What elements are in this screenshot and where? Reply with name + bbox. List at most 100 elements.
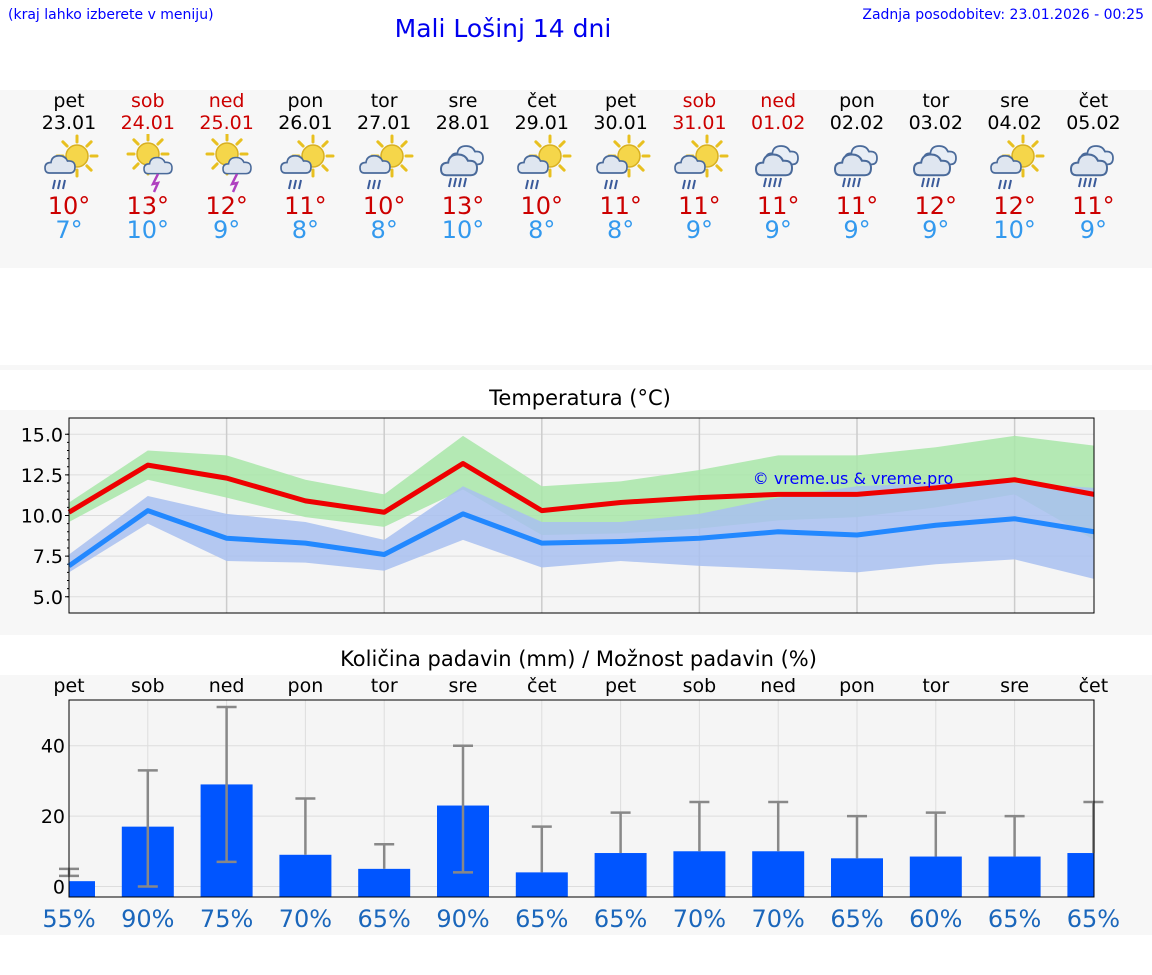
- min-temp-point: [777, 531, 779, 533]
- min-temp-line: [67, 508, 1095, 568]
- precip-probability: 60%: [909, 905, 962, 933]
- day-date: 26.01: [278, 112, 333, 134]
- precip-bar: [831, 858, 883, 897]
- max-temp-point: [541, 510, 543, 512]
- x-category-label: ned: [760, 675, 796, 697]
- y-tick-label: 5.0: [33, 587, 63, 609]
- temp-max: 11°: [756, 192, 800, 220]
- day-date: 05.02: [1066, 112, 1121, 134]
- day-column: sob 24.01 13° 10°: [108, 90, 188, 244]
- y-tick-label: 12.5: [21, 465, 63, 487]
- min-temp-point: [304, 542, 306, 544]
- precipitation-chart-title: Količina padavin (mm) / Možnost padavin …: [340, 647, 817, 671]
- precip-probability: 90%: [121, 905, 174, 933]
- min-temp-point: [620, 541, 622, 542]
- min-temp-point: [383, 554, 385, 555]
- day-date: 03.02: [908, 112, 963, 134]
- precip-bar: [279, 854, 332, 897]
- precip-bar: [909, 856, 962, 897]
- temp-min: 9°: [685, 216, 714, 244]
- day-column: sre 28.01 13° 10°: [423, 90, 503, 244]
- sun-thunderstorm-icon: [126, 132, 173, 193]
- day-column: ned 25.01 12° 9°: [187, 90, 267, 244]
- temp-min: 9°: [922, 216, 950, 244]
- sun-cloud-rain-icon: [989, 134, 1045, 190]
- max-temp-point: [620, 502, 622, 503]
- max-temp-point: [935, 487, 937, 489]
- temp-max: 12°: [914, 192, 958, 220]
- precip-probability: 65%: [988, 905, 1041, 933]
- precip-probability: 65%: [594, 905, 647, 933]
- temp-min: 9°: [843, 216, 871, 244]
- precip-probability: 65%: [515, 905, 568, 933]
- min-temp-point: [1014, 518, 1016, 520]
- precip-probability: 65%: [1067, 905, 1120, 933]
- sun-cloud-rain-icon: [516, 134, 572, 190]
- day-column: pet 23.01 10° 7°: [29, 90, 109, 244]
- precip-bar: [752, 851, 805, 897]
- precip-bar: [69, 881, 95, 897]
- location-hint: (kraj lahko izberete v meniju): [8, 7, 214, 23]
- min-temp-point: [856, 534, 858, 536]
- plot-frame: [68, 417, 1095, 614]
- x-category-label: čet: [1079, 675, 1109, 697]
- day-name: čet: [1078, 90, 1109, 112]
- day-name: ned: [208, 90, 245, 112]
- temp-min: 9°: [1079, 216, 1108, 244]
- plot-frame: [68, 699, 1095, 898]
- sun-cloud-rain-icon: [280, 134, 335, 190]
- precip-bar: [515, 872, 568, 897]
- sun-thunderstorm-icon: [205, 132, 252, 193]
- temp-max: 10°: [47, 192, 91, 220]
- temp-min: 8°: [370, 216, 398, 244]
- watermark: © vreme.us & vreme.pro: [753, 469, 954, 488]
- day-date: 29.01: [514, 112, 569, 134]
- temp-min: 8°: [528, 216, 556, 244]
- temp-min: 8°: [606, 216, 635, 244]
- day-name: čet: [527, 90, 557, 112]
- temperature-chart-title: Temperatura (°C): [489, 386, 671, 410]
- x-category-label: pon: [839, 675, 875, 697]
- day-name: sob: [682, 90, 717, 112]
- x-category-label: sre: [449, 675, 478, 697]
- cloud-rain-icon: [1070, 145, 1115, 188]
- day-date: 02.02: [829, 112, 885, 134]
- x-category-label: sob: [683, 675, 717, 697]
- min-temp-point: [541, 542, 543, 544]
- y-tick-label: 10.0: [21, 506, 63, 528]
- min-temp-point: [935, 524, 937, 526]
- temp-max: 12°: [205, 192, 248, 220]
- day-date: 23.01: [41, 112, 97, 134]
- day-column: pet 30.01 11° 8°: [581, 90, 661, 244]
- page-title: Mali Lošinj 14 dni: [394, 14, 612, 43]
- precip-probability: 65%: [358, 905, 411, 933]
- y-tick-label: 7.5: [33, 546, 63, 568]
- day-name: ned: [760, 90, 797, 112]
- x-category-label: čet: [527, 675, 557, 697]
- y-tick-label: 20: [41, 806, 65, 828]
- precip-probability: 65%: [830, 905, 883, 933]
- day-column: pon 02.02 11° 9°: [817, 90, 897, 244]
- x-category-label: pet: [605, 675, 636, 697]
- temp-max: 10°: [362, 192, 406, 220]
- cloud-rain-icon: [440, 145, 484, 188]
- max-temp-point: [147, 464, 149, 466]
- x-category-label: pet: [53, 675, 84, 697]
- precip-probability: 75%: [200, 905, 253, 933]
- temperature-chart: 15.0 12.5 10.0 7.5 5.0 © vreme.us & vreme.pro: [21, 417, 1095, 614]
- precip-bar: [594, 853, 647, 897]
- cloud-rain-icon: [912, 145, 957, 188]
- x-category-label: tor: [371, 675, 398, 697]
- x-category-label: tor: [922, 675, 949, 697]
- y-tick-label: 0: [53, 876, 65, 898]
- y-tick-label: 40: [41, 736, 65, 758]
- day-name: tor: [922, 90, 950, 112]
- temp-max: 11°: [835, 192, 879, 220]
- day-name: pet: [604, 90, 637, 112]
- y-tick-label: 15.0: [21, 424, 63, 446]
- day-name: sre: [448, 90, 478, 112]
- day-column: ned 01.02 11° 9°: [738, 90, 818, 244]
- precip-bar: [673, 851, 726, 897]
- max-temp-point: [304, 500, 306, 502]
- sun-cloud-rain-icon: [674, 134, 729, 190]
